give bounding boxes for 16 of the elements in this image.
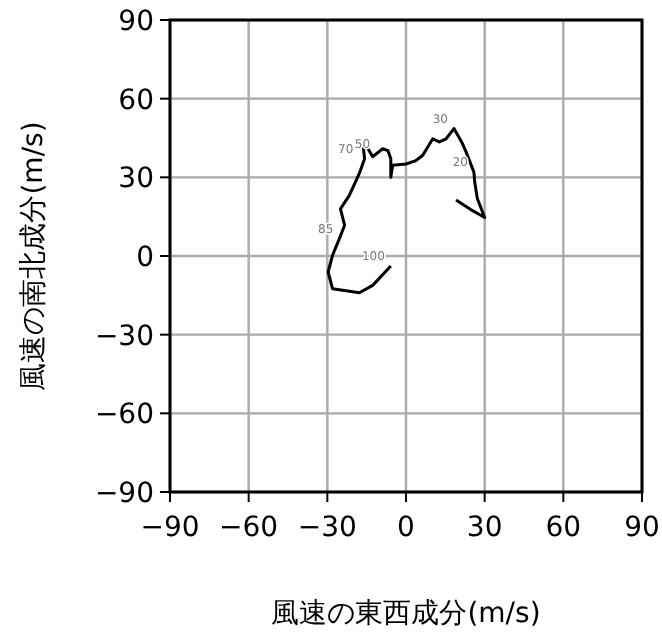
ytick: −90	[94, 478, 154, 510]
ylabel: 風速の南北成分(m/s)	[18, 121, 50, 391]
ytick: −60	[94, 399, 154, 432]
xtick: 0	[397, 512, 415, 544]
ytick: −30	[94, 320, 154, 353]
xtick: 60	[545, 512, 582, 544]
ytick: 0	[136, 242, 154, 274]
xtick: −90	[140, 512, 200, 544]
ytick: 60	[118, 84, 154, 117]
xtick: 30	[466, 512, 503, 544]
xtick: −60	[219, 512, 279, 544]
ytick: 90	[118, 6, 154, 38]
xtick: −30	[297, 512, 357, 544]
xlabel: 風速の東西成分(m/s)	[271, 598, 541, 630]
ytick: 30	[118, 163, 154, 196]
xtick: 90	[624, 512, 660, 544]
